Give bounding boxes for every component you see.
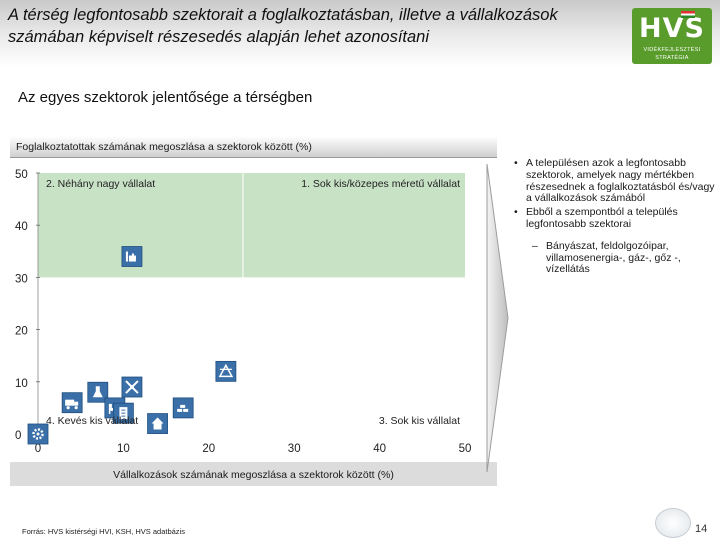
logo-text: HVS — [639, 13, 705, 44]
scatter-chart: 0 10 20 30 40 50 0 10 20 30 40 50 2. Néhány nagy v… — [15, 169, 472, 455]
quadrant-bottom-area — [38, 277, 465, 434]
quadrant-top-area — [38, 173, 465, 278]
x-tick-label: 40 — [373, 443, 386, 455]
quadrant-label-bottom-right: 3. Sok kis vállalat — [379, 415, 460, 427]
lab-flask-icon — [87, 381, 109, 403]
document-icon — [113, 402, 134, 424]
quadrant-label-top-left: 2. Néhány nagy vállalat — [46, 178, 155, 190]
construction-bricks-icon — [172, 397, 194, 419]
industry-icon — [121, 246, 143, 267]
x-tick-label: 0 — [35, 443, 41, 455]
service-tools-icon — [121, 376, 143, 398]
x-tick-label: 10 — [117, 443, 130, 455]
bullet-item: Ebből a szempontból a település legfonto… — [510, 206, 715, 231]
page-number: 14 — [695, 523, 708, 535]
quadrant-label-bottom-left: 4. Kevés kis vállalat — [46, 415, 138, 427]
header-bar — [0, 0, 720, 68]
chart-title: Foglalkoztatottak számának megoszlása a … — [10, 136, 497, 158]
y-tick-label: 20 — [15, 326, 28, 338]
flag-icon — [681, 11, 695, 18]
x-tick-label: 30 — [288, 443, 301, 455]
y-tick-label: 40 — [15, 221, 28, 233]
house-icon — [147, 413, 168, 434]
y-tick-label: 50 — [15, 169, 28, 181]
chevron-right-arrow-icon — [486, 164, 509, 472]
hvs-logo: HVS VIDÉKFEJLESZTÉSI STRATÉGIA — [632, 8, 712, 64]
energy-tower-icon — [215, 360, 237, 382]
x-tick-label: 20 — [202, 443, 215, 455]
y-tick-label: 0 — [15, 430, 21, 442]
y-tick-label: 10 — [15, 378, 28, 390]
section-title: Az egyes szektorok jelentősége a térségb… — [18, 89, 313, 106]
quadrant-label-top-right: 1. Sok kis/közepes méretű vállalat — [301, 178, 460, 190]
y-tick-label: 30 — [15, 273, 28, 285]
key-findings: A településen azok a legfontosabb szekto… — [510, 157, 715, 276]
gear-icon — [27, 423, 49, 445]
badge-icon — [655, 508, 691, 538]
sub-bullet-item: Bányászat, feldolgozóipar, villamosenerg… — [510, 240, 715, 276]
page-title: A térség legfontosabb szektorait a fogla… — [8, 6, 558, 46]
bullet-item: A településen azok a legfontosabb szekto… — [510, 157, 715, 205]
x-axis-title: Vállalkozások számának megoszlása a szek… — [10, 462, 497, 486]
x-tick-label: 50 — [459, 443, 472, 455]
truck-icon — [61, 392, 83, 414]
source-note: Forrás: HVS kistérségi HVI, KSH, HVS ada… — [22, 527, 185, 536]
logo-subtext: VIDÉKFEJLESZTÉSI STRATÉGIA — [643, 47, 701, 61]
